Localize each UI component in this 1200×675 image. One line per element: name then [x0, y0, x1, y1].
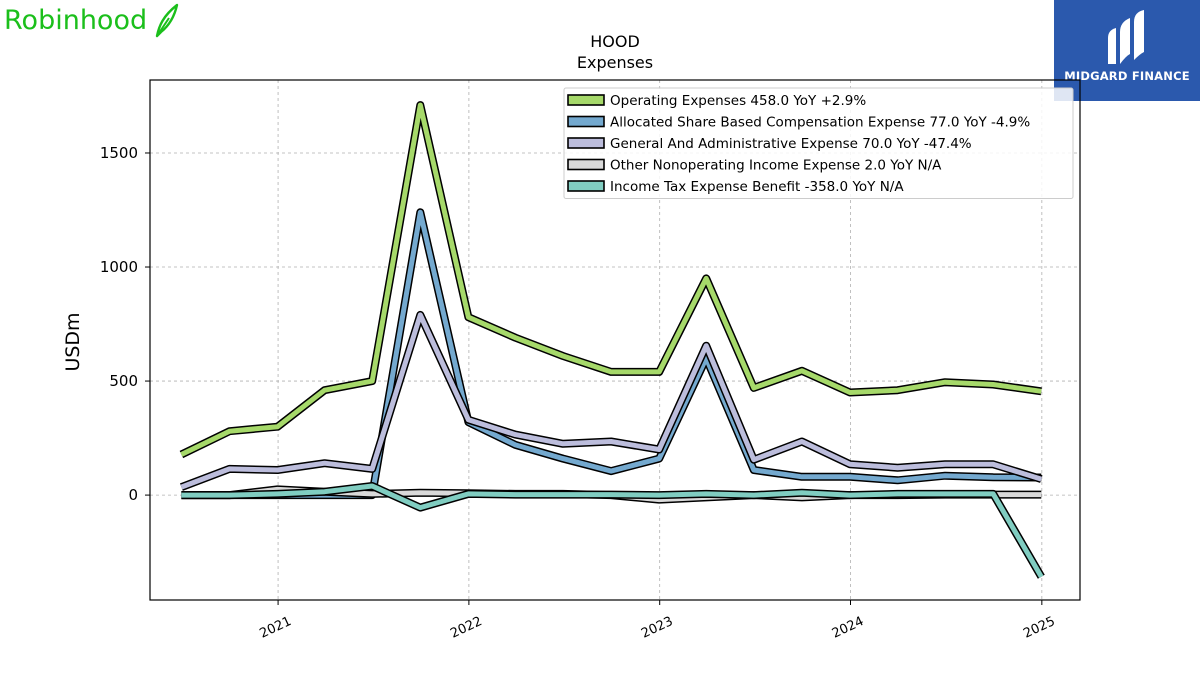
midgard-wordmark: MIDGARD FINANCE	[1064, 69, 1190, 83]
series-outline-income-tax-expense-benefit	[181, 482, 1045, 579]
legend-swatch	[567, 137, 605, 149]
y-axis-label: USDm	[62, 312, 84, 371]
midgard-finance-logo: MIDGARD FINANCE	[1054, 0, 1200, 101]
legend-label: Other Nonoperating Income Expense 2.0 Yo…	[610, 158, 942, 174]
midgard-emblem-icon	[1108, 10, 1144, 64]
series-line-allocated-share-based-compensation-expense	[181, 209, 1042, 498]
y-tick-label: 0	[128, 486, 138, 504]
legend-label: Income Tax Expense Benefit -358.0 YoY N/…	[610, 179, 904, 195]
robinhood-logo: Robinhood	[4, 2, 181, 38]
chart-subtitle: Expenses	[577, 53, 653, 72]
y-axis: 0 500 1000 1500	[100, 144, 150, 504]
legend-swatch	[567, 158, 605, 171]
series-outline-allocated-share-based-compensation-expense	[181, 208, 1042, 500]
x-axis: 2021 2022 2023 2024 2025	[257, 600, 1058, 642]
y-tick-label: 500	[109, 372, 138, 390]
robinhood-wordmark: Robinhood	[4, 4, 148, 36]
legend-label: Operating Expenses 458.0 YoY +2.9%	[610, 93, 866, 109]
series-lines	[179, 101, 1045, 579]
y-tick-label: 1000	[100, 258, 138, 276]
legend-swatch	[567, 94, 605, 106]
legend-box	[563, 87, 1074, 199]
x-tick-label: 2025	[1021, 614, 1057, 642]
x-tick-label: 2023	[639, 614, 675, 642]
legend-label: General And Administrative Expense 70.0 …	[610, 136, 972, 152]
legend-swatch	[567, 180, 605, 192]
legend-swatch	[567, 115, 605, 128]
legend-label: Allocated Share Based Compensation Expen…	[610, 115, 1030, 131]
chart-title: HOOD	[590, 32, 640, 51]
x-tick-label: 2024	[830, 614, 866, 642]
series-line-operating-expenses	[180, 102, 1042, 457]
y-tick-label: 1500	[100, 144, 138, 162]
feather-icon	[155, 3, 179, 38]
x-tick-label: 2021	[257, 614, 293, 642]
plot-frame	[149, 79, 1081, 601]
series-line-income-tax-expense-benefit	[181, 483, 1044, 578]
legend: Operating Expenses 458.0 YoY +2.9% Alloca…	[563, 87, 1074, 199]
series-line-general-and-administrative-expense	[180, 312, 1043, 490]
x-tick-label: 2022	[448, 614, 484, 642]
